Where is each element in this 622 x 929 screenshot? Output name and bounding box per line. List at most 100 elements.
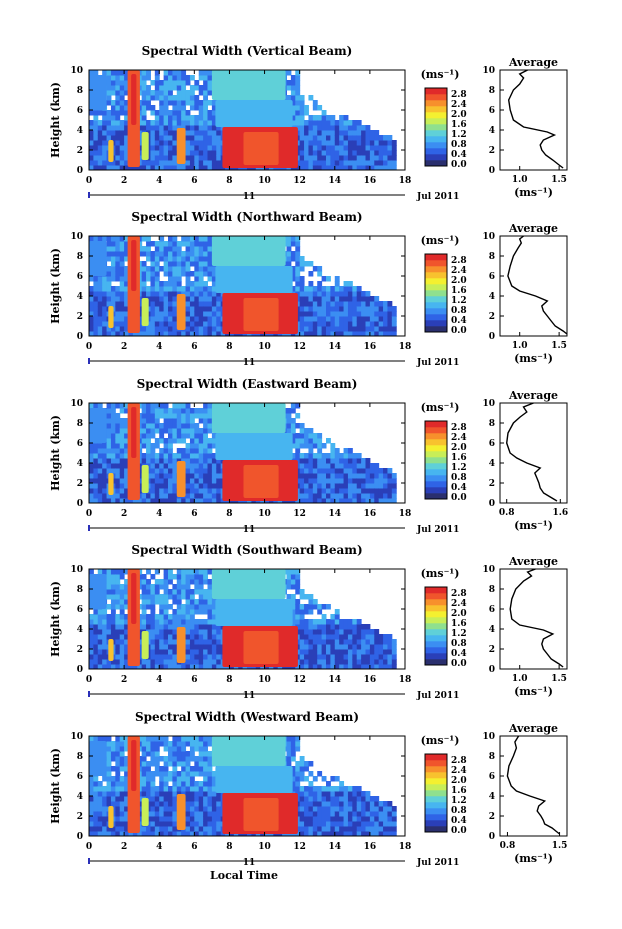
heatmap-cell [163,321,169,327]
heatmap-cell [304,498,309,503]
heatmap-cell [198,659,204,665]
colorbar-frame [424,87,448,167]
heatmap-cell [387,478,393,484]
heatmap-cell [211,619,217,625]
heatmap-cell [141,331,147,336]
heatmap-cell [102,326,108,332]
heatmap-cell [295,579,301,585]
heatmap-cell [146,291,151,297]
heatmap-cell [352,478,358,484]
heatmap-cell [308,150,314,156]
heatmap-cell [321,483,327,489]
heatmap-cell [334,473,340,479]
heatmap-cell [308,120,314,126]
heatmap-cell [198,266,204,272]
heatmap-cell [172,433,178,439]
heatmap-cell [326,120,331,126]
date-label: Jul 2011 [416,525,459,535]
heatmap-cell [102,145,108,151]
heatmap-cell [115,90,121,96]
heatmap-cell [347,291,353,297]
x-tick-label: 16 [364,509,377,519]
colorbar-tick-label: 0.8 [451,639,467,649]
colorbar-swatch [425,260,447,267]
heatmap-cell [189,634,195,640]
heatmap-cell [124,569,129,575]
heatmap-cell [207,463,213,469]
heatmap-cell [163,413,169,419]
heatmap-cell [159,423,165,429]
heatmap-cell [330,649,336,655]
heatmap-cell [146,579,151,585]
heatmap-cell [150,589,156,595]
heatmap-cell [176,276,182,282]
heatmap-cell [207,448,213,454]
heatmap-cell [295,614,301,620]
heatmap-cell [312,311,318,317]
heatmap-cell [321,150,327,156]
heatmap-cell [128,498,134,503]
heatmap-cell [312,493,318,499]
heatmap-cell [387,135,393,141]
date-marker: 11 [243,358,256,368]
heatmap-cell [299,594,305,600]
heatmap-cell [352,296,358,302]
heatmap-cell [198,408,204,414]
heatmap-cell [391,140,397,146]
heatmap-cell [93,816,99,822]
heatmap-cell [356,453,362,459]
heatmap-cell [387,649,393,655]
heatmap-cell [317,448,323,454]
heatmap-cell [286,594,292,600]
heatmap-cell [198,236,204,242]
heatmap-cell [321,629,327,635]
heatmap-cell [159,331,165,336]
heatmap-cell [115,654,121,660]
heatmap-cell [146,443,151,449]
heatmap-cell [185,599,191,605]
heatmap-cell [115,458,121,464]
heatmap-cell [198,306,204,312]
heatmap-cell [189,296,195,302]
x-tick-label: 0 [86,675,92,685]
heatmap-cell [211,291,217,297]
heatmap-cell [150,125,156,131]
heatmap-cell [189,659,195,665]
heatmap-cell [211,498,217,503]
y-tick-label: 0 [77,499,83,509]
heatmap-cell [159,125,165,131]
heatmap-cell [295,453,301,459]
heatmap-cell [176,604,182,610]
heatmap-cell [189,468,195,474]
heatmap-cell [295,331,301,336]
heatmap-cell [93,478,99,484]
heatmap-cell [154,418,160,424]
x-tick-label: 12 [293,342,306,352]
heatmap-cell [97,326,103,332]
heatmap-cell [339,478,345,484]
heatmap-cell [110,574,116,580]
heatmap-cell [347,120,353,126]
heatmap-cell [317,463,323,469]
heatmap-cell [189,271,195,277]
heatmap-cell [334,654,340,660]
heatmap-cell [115,614,121,620]
heatmap-cell [198,619,204,625]
heatmap-cell [106,569,112,575]
heatmap-cell [308,448,314,454]
heatmap-cell [352,453,358,459]
heatmap-cell [102,115,108,121]
x-tick-label: 18 [399,675,412,685]
colorbar-swatch [425,130,447,137]
heatmap-cell [97,301,103,307]
heatmap-cell [110,75,116,81]
heatmap-cell [308,301,314,307]
heatmap-cell [154,478,160,484]
heatmap-cell [211,488,217,494]
heatmap-cell [343,498,349,503]
heatmap-cell [308,155,314,161]
heatmap-cell [89,463,94,469]
heatmap-cell [343,634,349,640]
heatmap-cell [159,110,165,116]
heatmap-cell [369,165,375,170]
